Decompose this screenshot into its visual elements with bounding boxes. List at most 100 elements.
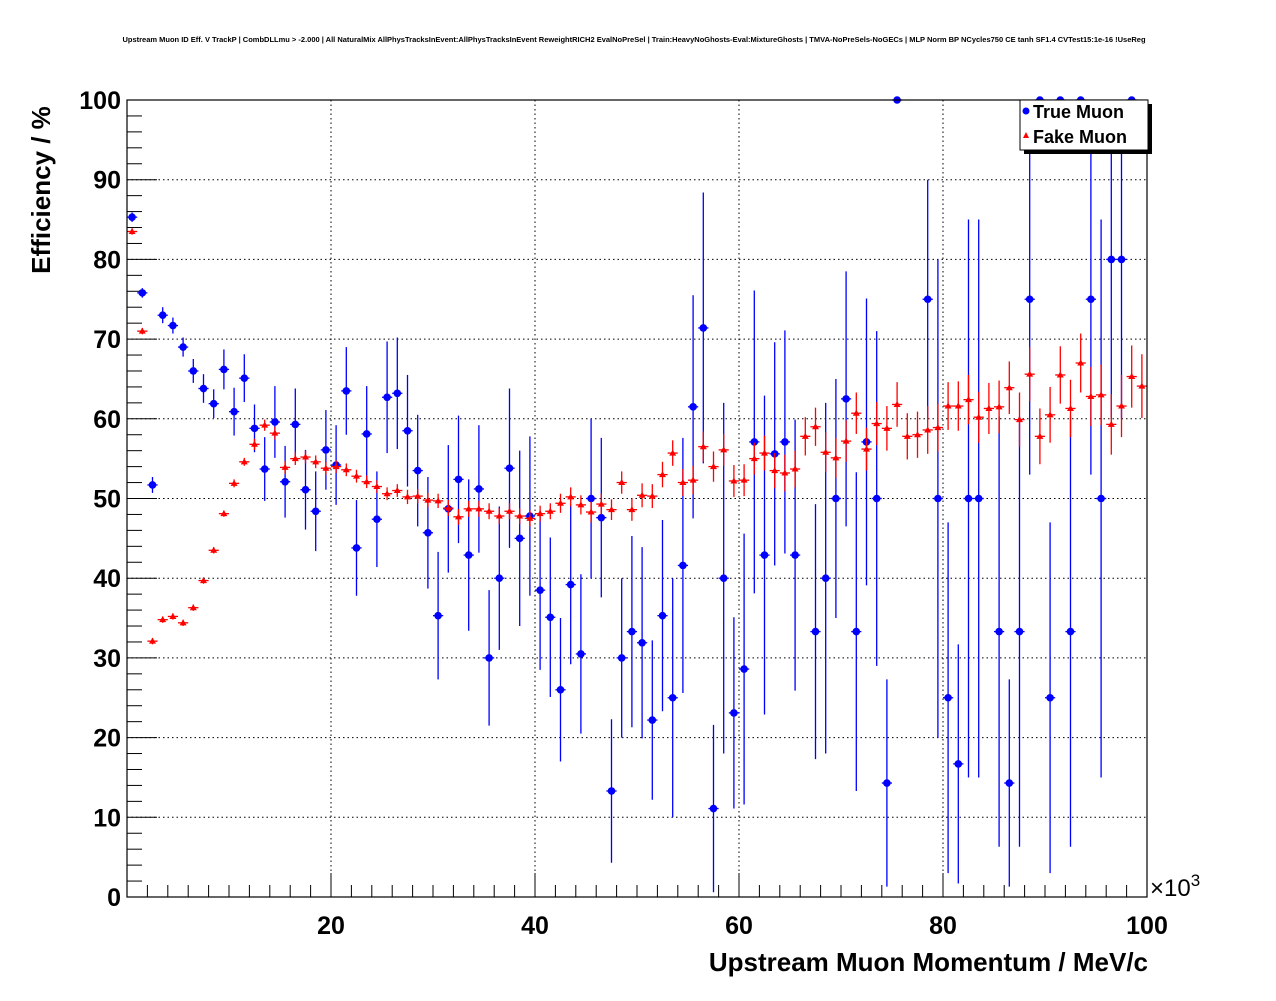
data-point <box>810 407 821 446</box>
marker-triangle <box>312 458 320 465</box>
marker-triangle <box>740 476 748 483</box>
data-point <box>1004 361 1015 415</box>
marker-circle <box>424 528 432 537</box>
data-point <box>953 381 964 431</box>
marker-circle <box>505 464 514 473</box>
x-tick-label: 80 <box>929 912 957 940</box>
marker-circle <box>811 627 820 636</box>
marker-triangle <box>924 426 932 433</box>
data-point <box>412 488 423 504</box>
data-point <box>351 500 362 596</box>
y-tick-label: 100 <box>79 87 121 115</box>
marker-circle <box>536 586 544 594</box>
data-point <box>453 508 464 525</box>
legend[interactable]: True Muon Fake Muon <box>1019 99 1152 154</box>
marker-triangle <box>1026 370 1034 377</box>
data-point <box>1075 333 1086 393</box>
marker-triangle <box>332 463 340 470</box>
marker-circle <box>740 665 748 673</box>
data-point <box>514 450 525 627</box>
marker-triangle <box>883 424 891 431</box>
marker-triangle <box>485 507 493 514</box>
x-tick-label: 60 <box>725 912 753 940</box>
marker-circle <box>1097 494 1105 503</box>
data-point <box>963 374 974 425</box>
marker-circle <box>638 638 646 647</box>
data-point <box>565 504 576 665</box>
marker-triangle <box>1118 402 1125 409</box>
marker-circle <box>872 494 881 503</box>
data-point <box>249 438 260 450</box>
data-point <box>504 388 515 548</box>
marker-triangle <box>638 491 646 498</box>
marker-triangle <box>1097 391 1105 398</box>
marker-triangle <box>618 479 626 486</box>
x-tick-label: 40 <box>521 912 549 940</box>
data-point <box>1106 394 1117 455</box>
data-point <box>188 604 199 611</box>
marker-circle <box>699 324 708 332</box>
data-point <box>688 465 699 495</box>
marker-circle <box>760 551 769 559</box>
data-point <box>392 337 403 450</box>
data-point <box>443 500 454 517</box>
y-tick-label: 30 <box>93 645 121 673</box>
data-point <box>739 464 750 497</box>
data-point <box>300 450 311 464</box>
data-point <box>606 499 617 521</box>
data-point <box>902 413 913 460</box>
data-point <box>830 437 841 478</box>
data-point <box>239 354 250 403</box>
data-point <box>1034 408 1045 465</box>
marker-circle <box>719 574 728 582</box>
data-point <box>290 388 301 461</box>
marker-triangle <box>281 463 289 470</box>
marker-triangle <box>587 508 595 515</box>
marker-circle <box>730 709 738 717</box>
data-point <box>341 347 352 435</box>
marker-triangle <box>465 505 473 512</box>
data-point <box>290 452 301 466</box>
marker-circle <box>587 494 595 503</box>
marker-triangle <box>546 507 554 514</box>
data-point <box>351 469 362 483</box>
marker-triangle <box>189 604 197 611</box>
data-point <box>504 503 515 520</box>
data-point <box>922 406 933 454</box>
marker-circle <box>842 395 850 403</box>
marker-triangle <box>852 409 860 416</box>
marker-circle <box>189 367 198 375</box>
marker-circle <box>403 426 412 435</box>
marker-triangle <box>822 448 830 455</box>
data-point <box>667 578 678 818</box>
marker-triangle <box>383 490 391 497</box>
marker-circle <box>689 403 697 411</box>
data-point <box>433 551 444 680</box>
data-point <box>545 537 556 697</box>
marker-triangle <box>577 501 585 508</box>
marker-triangle <box>1087 392 1095 399</box>
marker-circle <box>679 561 687 570</box>
marker-circle <box>434 611 442 620</box>
marker-triangle <box>251 440 258 447</box>
marker-triangle <box>914 431 921 438</box>
data-point <box>229 479 240 488</box>
marker-circle <box>781 438 789 446</box>
data-point <box>749 290 760 594</box>
series-true-muon <box>127 96 1137 893</box>
data-point <box>1055 346 1066 404</box>
data-point <box>382 487 393 501</box>
data-point <box>657 520 668 712</box>
marker-circle <box>230 407 238 416</box>
y-tick-label: 70 <box>93 326 121 354</box>
data-point <box>647 640 658 800</box>
marker-triangle <box>873 420 881 427</box>
marker-circle <box>393 389 402 398</box>
marker-circle <box>617 654 626 662</box>
data-point <box>759 435 770 471</box>
data-point <box>943 382 954 430</box>
marker-circle <box>964 494 973 503</box>
marker-triangle <box>699 443 707 450</box>
marker-triangle <box>1056 371 1064 378</box>
